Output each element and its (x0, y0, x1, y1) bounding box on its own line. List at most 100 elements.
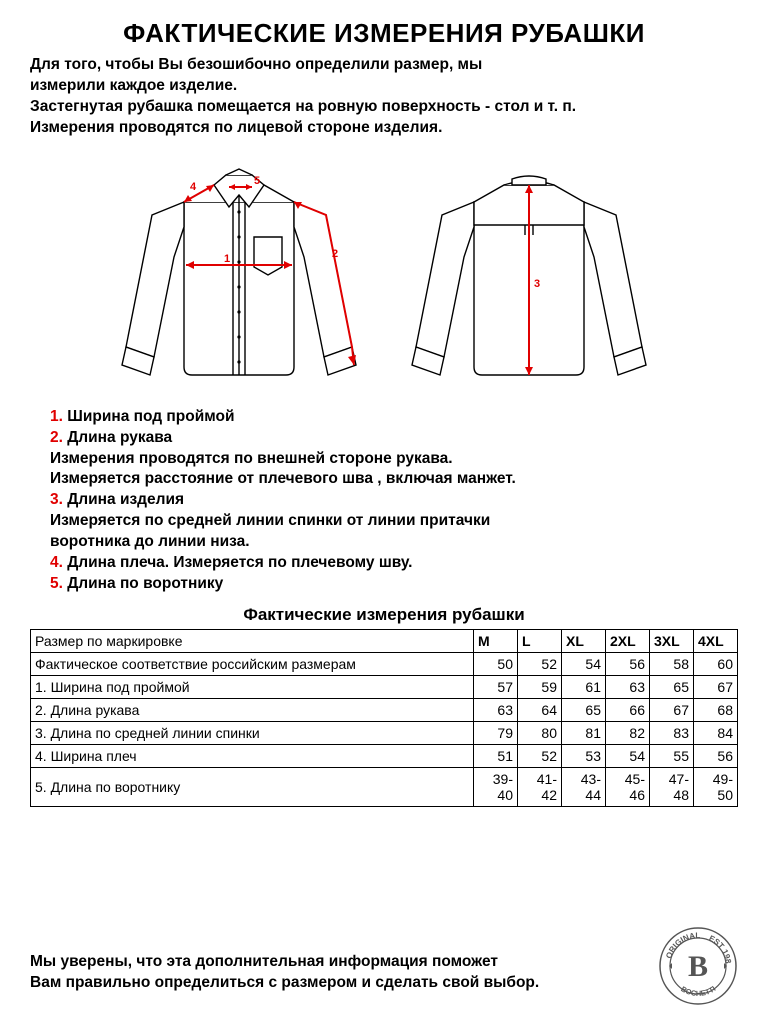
size-header: M (474, 629, 518, 652)
cell: 57 (474, 675, 518, 698)
row-label: Фактическое соответствие российским разм… (31, 652, 474, 675)
legend-text: Ширина под проймой (63, 408, 235, 425)
size-header: L (518, 629, 562, 652)
cell: 58 (650, 652, 694, 675)
legend-num: 3. (50, 491, 63, 508)
cell: 51 (474, 744, 518, 767)
legend-line: 2. Длина рукава (50, 428, 738, 449)
cell: 50 (474, 652, 518, 675)
cell: 54 (562, 652, 606, 675)
legend-line: 1. Ширина под проймой (50, 407, 738, 428)
cell: 56 (606, 652, 650, 675)
svg-text:BOCHETTI: BOCHETTI (679, 984, 717, 998)
size-header: 3XL (650, 629, 694, 652)
size-header: XL (562, 629, 606, 652)
cell: 60 (694, 652, 738, 675)
legend-line: Измеряется расстояние от плечевого шва ,… (50, 469, 738, 490)
row-label: 4. Ширина плеч (31, 744, 474, 767)
cell: 66 (606, 698, 650, 721)
cell: 52 (518, 744, 562, 767)
cell: 54 (606, 744, 650, 767)
shirt-back-diagram: 3 (394, 147, 664, 397)
intro-line: измерили каждое изделие. (30, 77, 237, 94)
footer-line: Вам правильно определиться с размером и … (30, 974, 539, 991)
size-header: 4XL (694, 629, 738, 652)
cell: 53 (562, 744, 606, 767)
cell: 55 (650, 744, 694, 767)
cell: 49-50 (694, 767, 738, 806)
table-first-col-header: Размер по маркировке (31, 629, 474, 652)
legend-text: Длина изделия (63, 491, 184, 508)
cell: 63 (474, 698, 518, 721)
legend-text: Длина по воротнику (63, 575, 223, 592)
cell: 41-42 (518, 767, 562, 806)
cell: 56 (694, 744, 738, 767)
cell: 65 (562, 698, 606, 721)
legend-line: Измеряется по средней линии спинки от ли… (50, 511, 738, 532)
legend-line: 5. Длина по воротнику (50, 574, 738, 595)
table-row: 5. Длина по воротнику 39-40 41-42 43-44 … (31, 767, 738, 806)
table-row: 2. Длина рукава 63 64 65 66 67 68 (31, 698, 738, 721)
logo-brand: BOCHETTI (679, 984, 717, 998)
size-header: 2XL (606, 629, 650, 652)
measurement-legend: 1. Ширина под проймой 2. Длина рукава Из… (30, 407, 738, 595)
legend-line: 4. Длина плеча. Измеряется по плечевому … (50, 553, 738, 574)
intro-line: Для того, чтобы Вы безошибочно определил… (30, 56, 482, 73)
cell: 39-40 (474, 767, 518, 806)
measure-label-5: 5 (254, 175, 260, 187)
legend-text: Длина рукава (63, 429, 172, 446)
legend-num: 1. (50, 408, 63, 425)
brand-logo: ORIGINAL EST 1989 B BOCHETTI (658, 926, 738, 1006)
cell: 43-44 (562, 767, 606, 806)
legend-line: Измерения проводятся по внешней стороне … (50, 449, 738, 470)
cell: 63 (606, 675, 650, 698)
cell: 83 (650, 721, 694, 744)
cell: 64 (518, 698, 562, 721)
footer-line: Мы уверены, что эта дополнительная инфор… (30, 953, 498, 970)
cell: 79 (474, 721, 518, 744)
legend-line: воротника до линии низа. (50, 532, 738, 553)
row-label: 5. Длина по воротнику (31, 767, 474, 806)
legend-text: Измеряется расстояние от плечевого шва ,… (50, 470, 516, 487)
legend-text: воротника до линии низа. (50, 533, 250, 550)
cell: 82 (606, 721, 650, 744)
legend-line: 3. Длина изделия (50, 490, 738, 511)
measure-label-1: 1 (224, 253, 230, 265)
row-label: 2. Длина рукава (31, 698, 474, 721)
intro-text: Для того, чтобы Вы безошибочно определил… (30, 55, 738, 139)
intro-line: Измерения проводятся по лицевой стороне … (30, 119, 442, 136)
table-row: 1. Ширина под проймой 57 59 61 63 65 67 (31, 675, 738, 698)
cell: 81 (562, 721, 606, 744)
cell: 67 (650, 698, 694, 721)
page-title: ФАКТИЧЕСКИЕ ИЗМЕРЕНИЯ РУБАШКИ (30, 18, 738, 49)
row-label: 3. Длина по средней линии спинки (31, 721, 474, 744)
cell: 84 (694, 721, 738, 744)
table-row: Фактическое соответствие российским разм… (31, 652, 738, 675)
cell: 45-46 (606, 767, 650, 806)
legend-text: Измеряется по средней линии спинки от ли… (50, 512, 490, 529)
cell: 68 (694, 698, 738, 721)
cell: 65 (650, 675, 694, 698)
size-table: Размер по маркировке M L XL 2XL 3XL 4XL … (30, 629, 738, 807)
shirt-front-diagram: 1 2 4 5 (104, 147, 374, 397)
table-header-row: Размер по маркировке M L XL 2XL 3XL 4XL (31, 629, 738, 652)
legend-num: 2. (50, 429, 63, 446)
cell: 47-48 (650, 767, 694, 806)
measure-label-3: 3 (534, 278, 540, 290)
row-label: 1. Ширина под проймой (31, 675, 474, 698)
legend-num: 4. (50, 554, 63, 571)
cell: 52 (518, 652, 562, 675)
cell: 80 (518, 721, 562, 744)
cell: 59 (518, 675, 562, 698)
legend-num: 5. (50, 575, 63, 592)
cell: 61 (562, 675, 606, 698)
measure-label-4: 4 (190, 181, 197, 193)
legend-text: Длина плеча. Измеряется по плечевому шву… (63, 554, 413, 571)
table-row: 4. Ширина плеч 51 52 53 54 55 56 (31, 744, 738, 767)
footer-text: Мы уверены, что эта дополнительная инфор… (30, 952, 610, 994)
measure-label-2: 2 (332, 248, 338, 260)
logo-letter: B (688, 950, 708, 983)
table-row: 3. Длина по средней линии спинки 79 80 8… (31, 721, 738, 744)
table-title: Фактические измерения рубашки (30, 605, 738, 625)
cell: 67 (694, 675, 738, 698)
